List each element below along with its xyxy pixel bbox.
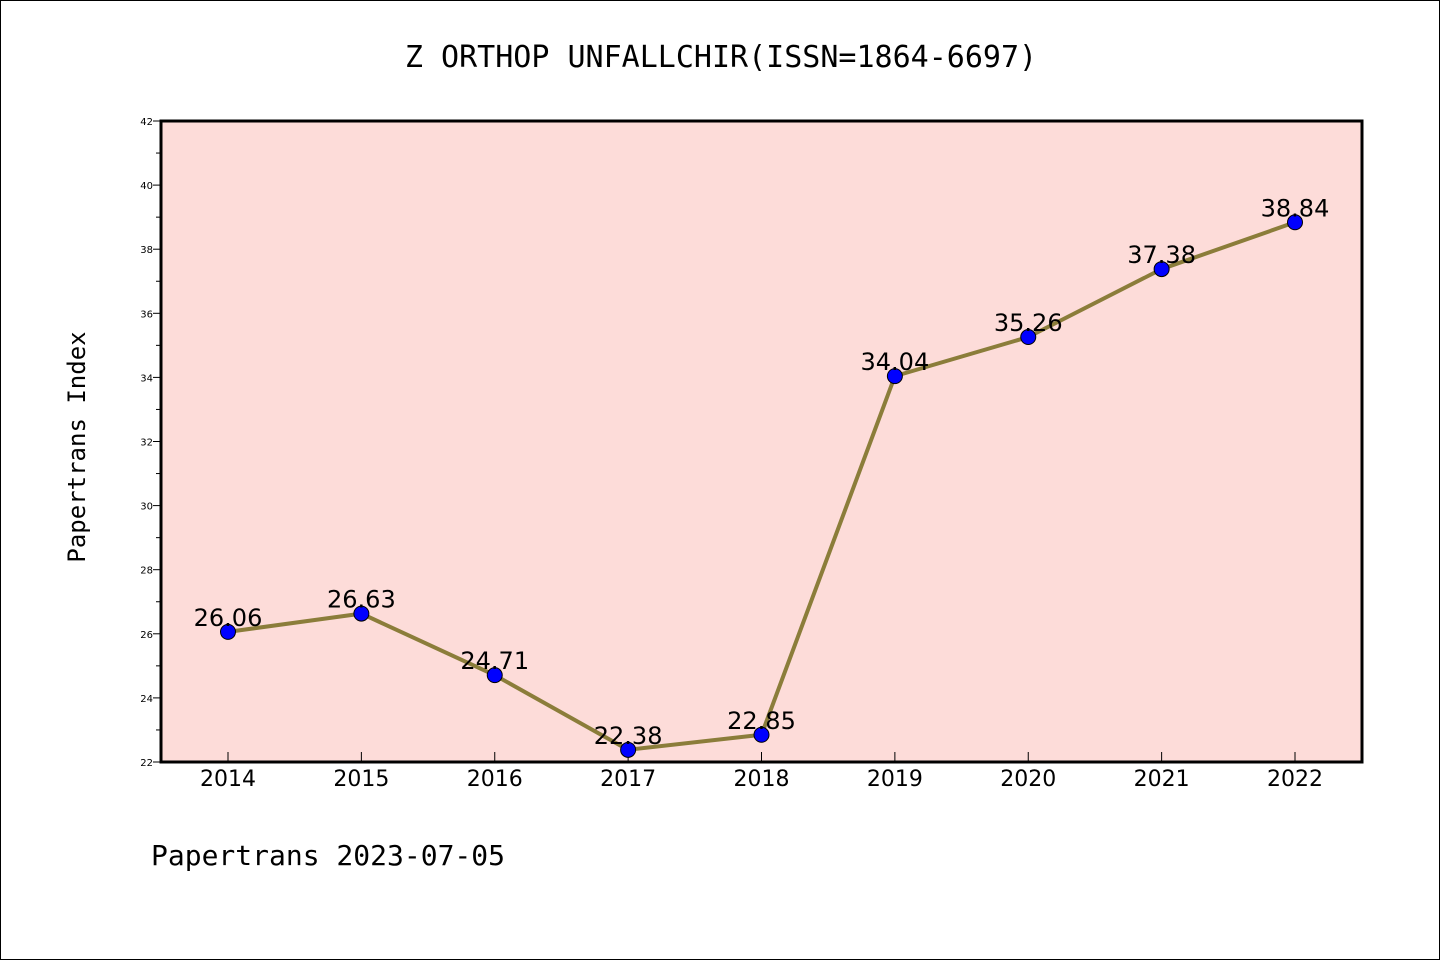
y-tick-label: 28: [140, 566, 153, 577]
x-tick-label: 2020: [1000, 767, 1056, 792]
x-tick-label: 2018: [734, 767, 790, 792]
data-label: 24.71: [460, 647, 529, 675]
data-label: 26.63: [327, 586, 396, 614]
x-tick-label: 2021: [1134, 767, 1190, 792]
plot-border: [159, 119, 1364, 764]
data-point: [886, 368, 903, 385]
chart-title: Z ORTHOP UNFALLCHIR(ISSN=1864-6697): [405, 40, 1037, 75]
data-point: [486, 667, 503, 684]
x-tick-label: 2017: [600, 767, 656, 792]
data-label: 22.38: [594, 722, 663, 750]
series-layer: 26.06 26.63 24.71 22.38 22.85 34.04 35.26 37.38…: [194, 194, 1330, 758]
y-tick-label: 38: [140, 245, 153, 256]
data-point: [1153, 261, 1170, 278]
data-label: 22.85: [727, 707, 796, 735]
y-tick-label: 34: [140, 373, 153, 384]
data-point: [220, 623, 236, 640]
y-axis-label: Papertrans Index: [63, 331, 91, 562]
x-tick-label: 2014: [200, 767, 256, 792]
x-tick-label: 2016: [467, 767, 523, 792]
y-tick-label: 40: [140, 181, 153, 192]
data-label: 26.06: [194, 604, 263, 632]
data-point: [753, 726, 770, 743]
y-tick-label: 32: [140, 438, 153, 449]
data-point: [1287, 214, 1303, 231]
y-tick-label: 22: [140, 758, 153, 769]
data-label: 34.04: [861, 348, 930, 376]
y-axis: 22 24 26 28 30 32 34 36 38 40 42: [140, 117, 161, 769]
y-tick-label: 30: [140, 502, 153, 513]
x-axis: 2014 2015 2016 2017 2018 2019 2020 2021 2022: [200, 752, 1323, 792]
data-label: 37.38: [1127, 241, 1196, 269]
footer-text: Papertrans 2023-07-05: [151, 839, 505, 872]
x-tick-label: 2022: [1267, 767, 1323, 792]
data-point: [353, 605, 370, 622]
x-tick-label: 2019: [867, 767, 923, 792]
data-label: 38.84: [1261, 194, 1330, 222]
y-tick-label: 24: [140, 694, 153, 705]
y-tick-label: 36: [140, 309, 153, 320]
y-tick-label: 26: [140, 630, 153, 641]
data-point: [1020, 329, 1037, 346]
x-tick-label: 2015: [333, 767, 389, 792]
plot-area: [161, 121, 1362, 762]
data-label: 35.26: [994, 309, 1063, 337]
y-tick-label: 42: [140, 117, 153, 128]
data-point: [620, 741, 637, 758]
